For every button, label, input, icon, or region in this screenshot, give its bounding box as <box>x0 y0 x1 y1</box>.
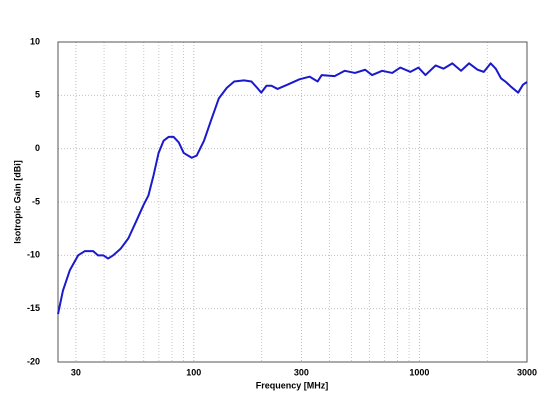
x-tick-label: 3000 <box>517 367 537 377</box>
x-tick-label: 100 <box>186 367 201 377</box>
data-line <box>57 62 528 315</box>
y-tick-label: 0 <box>35 143 40 153</box>
plot-frame <box>57 41 528 363</box>
y-tick-label: -20 <box>27 356 40 366</box>
y-tick-label: 10 <box>30 36 40 46</box>
x-axis-label: Frequency [MHz] <box>256 380 329 390</box>
y-tick-label: -15 <box>27 303 40 313</box>
y-tick-label: -10 <box>27 250 40 260</box>
y-axis-label: Isotropic Gain [dBi] <box>12 160 22 244</box>
x-tick-label: 30 <box>71 367 81 377</box>
x-tick-label: 1000 <box>409 367 429 377</box>
y-tick-label: -5 <box>32 196 40 206</box>
y-tick-label: 5 <box>35 90 40 100</box>
x-tick-label: 300 <box>294 367 309 377</box>
